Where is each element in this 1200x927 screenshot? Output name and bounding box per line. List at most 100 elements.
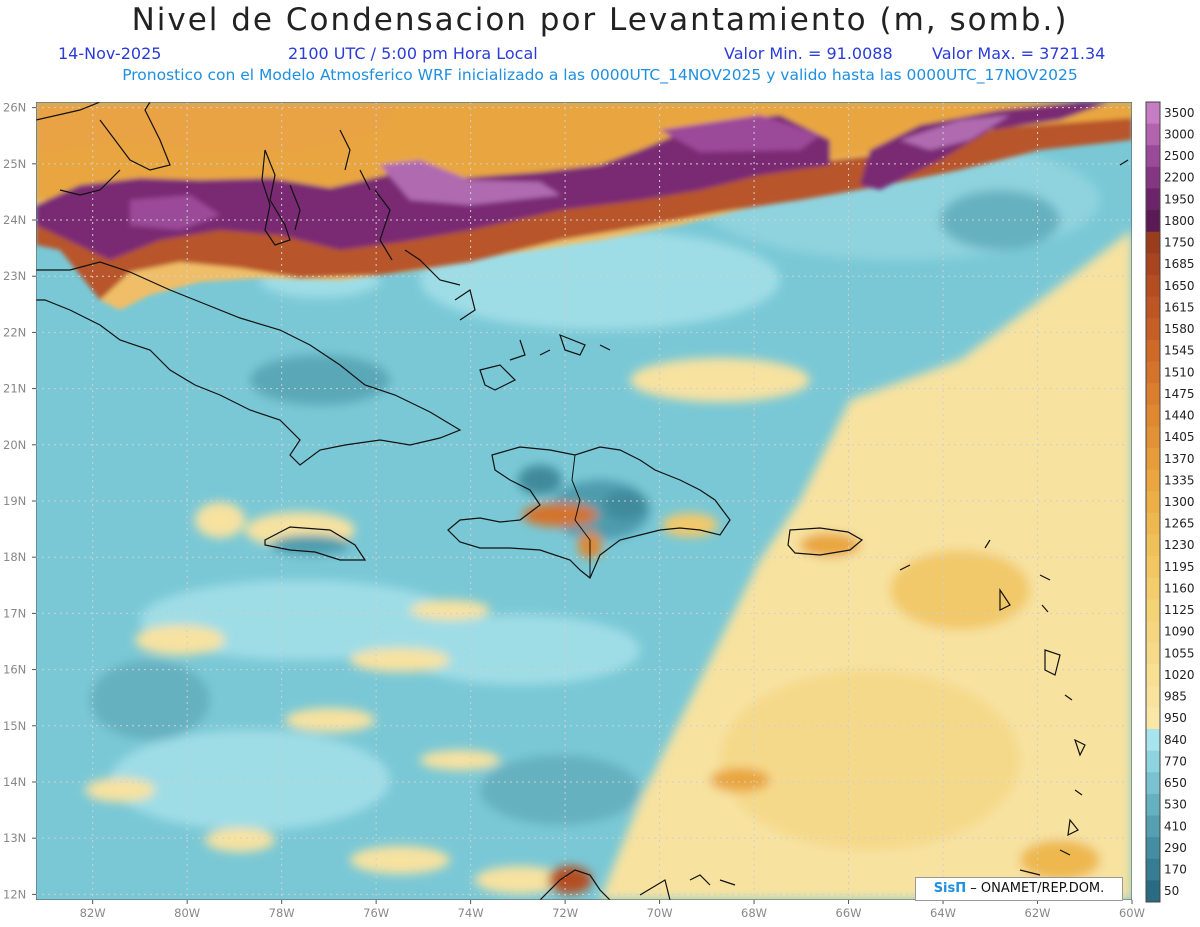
coastline-jamaica	[264, 526, 367, 561]
credit-box: SisΠ – ONAMET/REP.DOM.	[915, 877, 1123, 901]
colorbar-swatch	[1146, 750, 1160, 773]
colorbar-swatch	[1146, 188, 1160, 211]
lat-tick-label: 23N	[3, 269, 26, 283]
colorbar-label: 530	[1164, 798, 1187, 812]
colorbar-label: 650	[1164, 776, 1187, 790]
colorbar-label: 1750	[1164, 236, 1195, 250]
colorbar-swatch	[1146, 447, 1160, 471]
colorbar-label: 1685	[1164, 257, 1195, 271]
coastline-florida	[36, 102, 171, 196]
colorbar-label: 1265	[1164, 517, 1195, 531]
colorbar-label: 1475	[1164, 387, 1195, 401]
colorbar-label: 1405	[1164, 430, 1195, 444]
colorbar-swatch	[1146, 685, 1160, 708]
colorbar-label: 1800	[1164, 214, 1195, 228]
colorbar-label: 170	[1164, 863, 1187, 877]
forecast-time: 2100 UTC / 5:00 pm Hora Local	[288, 44, 538, 63]
colorbar-swatch	[1146, 296, 1160, 319]
colorbar-swatch	[1146, 404, 1160, 427]
forecast-date: 14-Nov-2025	[58, 44, 162, 63]
lat-tick-label: 14N	[3, 775, 26, 789]
colorbar-label: 770	[1164, 754, 1187, 768]
colorbar-swatch	[1146, 102, 1160, 125]
border-haiti-dr	[571, 454, 591, 578]
colorbar-swatch	[1146, 772, 1160, 795]
lat-tick-label: 13N	[3, 831, 26, 845]
lon-tick-label: 80W	[174, 906, 200, 920]
colorbar-label: 1950	[1164, 192, 1195, 206]
lat-tick-label: 26N	[3, 101, 26, 115]
lat-tick-label: 18N	[3, 550, 26, 564]
colorbar-swatch	[1146, 123, 1160, 146]
colorbar-label: 1440	[1164, 409, 1195, 423]
colorbar-label: 1055	[1164, 646, 1195, 660]
lon-tick-label: 70W	[647, 906, 673, 920]
colorbar-label: 1510	[1164, 365, 1195, 379]
lat-tick-label: 19N	[3, 494, 26, 508]
graticule	[36, 102, 1132, 900]
colorbar-swatch	[1146, 512, 1160, 535]
colorbar-swatch	[1146, 642, 1160, 665]
latitude-axis: 26N 25N 24N 23N 22N 21N 20N 19N 18N 17N 16N 15N 14N 1…	[3, 101, 36, 901]
colorbar-swatch	[1146, 339, 1160, 362]
colorbar-swatch	[1146, 231, 1160, 254]
colorbar-label: 1300	[1164, 495, 1195, 509]
colorbar-swatch	[1146, 274, 1160, 298]
lat-tick-label: 22N	[3, 325, 26, 339]
colorbar-label: 1615	[1164, 300, 1195, 314]
lat-tick-label: 24N	[3, 213, 26, 227]
colorbar-label: 1650	[1164, 279, 1195, 293]
colorbar: 3500 3000 2500 2200 1950 1800 1750 1685 1650 1615…	[1145, 101, 1195, 903]
colorbar-swatch	[1146, 534, 1160, 557]
colorbar-swatch	[1146, 361, 1160, 384]
coastline-hispaniola	[447, 446, 731, 579]
lat-tick-label: 25N	[3, 157, 26, 171]
coastline-south-america	[539, 869, 1041, 900]
colorbar-label: 1195	[1164, 560, 1195, 574]
sispi-logo: SisΠ	[933, 881, 967, 896]
max-value: Valor Max. = 3721.34	[932, 44, 1106, 63]
lat-tick-label: 12N	[3, 887, 26, 901]
colorbar-label: 1335	[1164, 473, 1195, 487]
colorbar-swatch	[1146, 729, 1160, 752]
longitude-axis: 82W 80W 78W 76W 74W 72W 70W 68W 66W 64W 62W 60W	[80, 900, 1145, 920]
lat-tick-label: 17N	[3, 606, 26, 620]
lat-tick-label: 21N	[3, 382, 26, 396]
lon-tick-label: 82W	[80, 906, 106, 920]
colorbar-swatch	[1146, 210, 1160, 233]
lon-tick-label: 66W	[836, 906, 862, 920]
colorbar-label: 840	[1164, 733, 1187, 747]
colorbar-label: 2200	[1164, 171, 1195, 185]
lon-tick-label: 76W	[363, 906, 389, 920]
lon-tick-label: 64W	[930, 906, 956, 920]
colorbar-swatch	[1146, 577, 1160, 600]
colorbar-label: 50	[1164, 884, 1179, 898]
lat-tick-label: 20N	[3, 438, 26, 452]
colorbar-label: 1230	[1164, 538, 1195, 552]
colorbar-label: 1545	[1164, 344, 1195, 358]
colorbar-swatch	[1146, 815, 1160, 838]
colorbar-swatch	[1146, 837, 1160, 860]
min-value: Valor Min. = 91.0088	[724, 44, 893, 63]
colorbar-swatch	[1146, 318, 1160, 341]
colorbar-swatch	[1146, 145, 1160, 168]
colorbar-swatch	[1146, 469, 1160, 492]
colorbar-swatch	[1146, 880, 1160, 903]
colorbar-swatch	[1146, 383, 1160, 406]
colorbar-label: 950	[1164, 711, 1187, 725]
colorbar-label: 1580	[1164, 322, 1195, 336]
colorbar-label: 2500	[1164, 149, 1195, 163]
colorbar-swatch	[1146, 491, 1160, 514]
lat-tick-label: 16N	[3, 663, 26, 677]
colorbar-label: 1160	[1164, 581, 1195, 595]
credit-text: – ONAMET/REP.DOM.	[970, 881, 1105, 896]
colorbar-swatch	[1146, 793, 1160, 817]
colorbar-label: 290	[1164, 841, 1187, 855]
colorbar-swatch	[1146, 166, 1160, 189]
colorbar-swatch	[1146, 426, 1160, 449]
colorbar-label: 1090	[1164, 625, 1195, 639]
lon-tick-label: 78W	[269, 906, 295, 920]
lon-tick-label: 72W	[552, 906, 578, 920]
colorbar-label: 3500	[1164, 106, 1195, 120]
